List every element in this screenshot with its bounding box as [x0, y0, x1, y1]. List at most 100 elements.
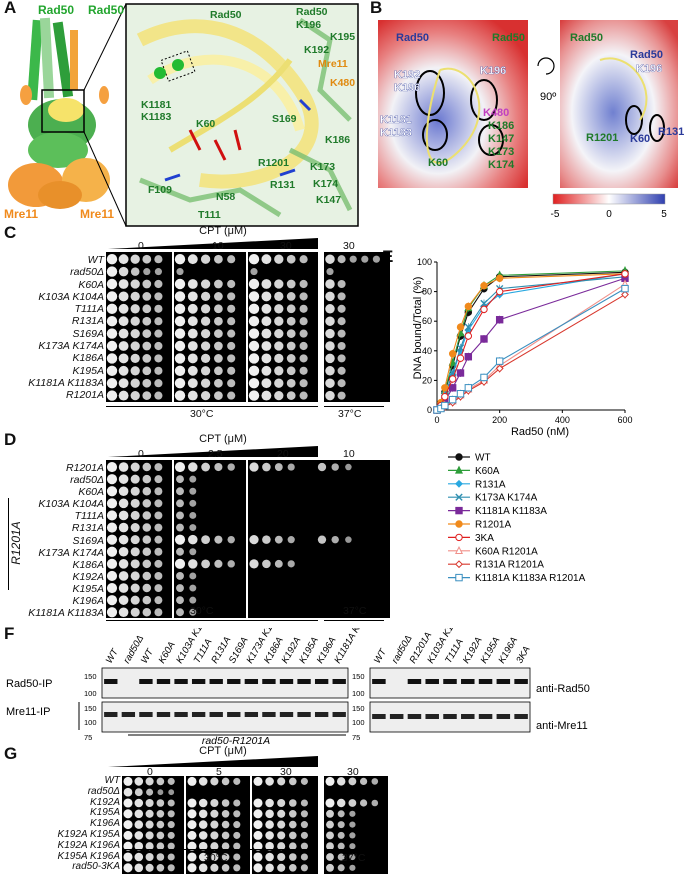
e-legend-marker — [454, 545, 464, 554]
colony-spot — [286, 354, 296, 363]
colony-spot — [274, 328, 284, 339]
colony-spot — [261, 353, 272, 364]
e-data-point — [464, 332, 473, 340]
colony-spot — [198, 777, 208, 786]
zoom-label: R131 — [270, 179, 295, 191]
f-band-mre11 — [139, 712, 153, 717]
g-cpt-title: CPT (μM) — [199, 745, 247, 757]
colony-spot — [214, 316, 223, 326]
colony-spot — [248, 365, 260, 377]
g-row-label: K195A K196A — [57, 850, 120, 862]
colony-spot — [187, 279, 198, 289]
colony-spot — [134, 788, 143, 797]
colony-spot — [106, 546, 118, 557]
e-data-point — [480, 305, 488, 314]
colony-spot — [142, 354, 152, 363]
colony-spot — [325, 291, 335, 302]
zoom-label: K1181 — [141, 99, 172, 111]
b-label: K196 — [636, 63, 662, 75]
colony-spot — [210, 863, 219, 872]
d-conc-label: 20 — [277, 448, 289, 460]
colony-spot — [265, 809, 274, 819]
colony-spot — [130, 304, 140, 314]
colony-spot — [233, 799, 241, 807]
zoom-label: K480 — [330, 77, 355, 89]
colony-spot — [187, 820, 197, 830]
colony-spot — [123, 787, 133, 797]
colony-spot — [106, 278, 118, 290]
e-data-point — [456, 344, 465, 352]
f-band-mre11 — [425, 714, 439, 719]
e-data-point — [464, 353, 473, 361]
colony-spot — [349, 843, 356, 850]
colony-spot — [176, 511, 184, 520]
colony-spot — [188, 462, 198, 472]
colony-spot — [337, 821, 345, 829]
colony-spot — [106, 534, 118, 545]
f-band-rad50 — [425, 679, 439, 684]
e-data-point — [480, 335, 488, 343]
e-legend-marker — [455, 560, 463, 569]
f-band-mre11 — [389, 714, 404, 719]
colony-spot — [198, 831, 208, 840]
colony-spot — [249, 462, 259, 472]
g-conc-label: 30 — [347, 766, 359, 778]
c-plate-images — [106, 252, 390, 402]
colony-spot — [349, 810, 356, 817]
surface-right — [560, 20, 678, 188]
e-y-tick: 60 — [422, 316, 432, 326]
colony-spot — [325, 366, 335, 376]
colony-spot — [248, 328, 260, 339]
colony-spot — [300, 853, 308, 861]
colony-spot — [261, 390, 272, 401]
colony-spot — [253, 809, 263, 819]
colony-spot — [359, 799, 368, 807]
colony-spot — [233, 777, 241, 785]
colony-spot — [134, 777, 144, 786]
colony-spot — [106, 607, 118, 618]
label-mre11-right: Mre11 — [80, 207, 114, 221]
g-row-label: K192A K195A — [57, 828, 120, 840]
f-lane-label: WT — [372, 646, 390, 665]
d-conc-label: 2.5 — [208, 448, 223, 460]
colony-spot — [142, 391, 152, 400]
colony-spot — [337, 304, 346, 313]
colony-spot — [201, 559, 210, 569]
f-band-rad50 — [407, 679, 422, 684]
colony-spot — [221, 831, 230, 840]
colony-spot — [233, 864, 241, 872]
colony-spot — [253, 852, 263, 862]
colony-spot — [174, 328, 186, 339]
colony-spot — [249, 535, 259, 545]
colony-spot — [142, 523, 152, 532]
colony-spot — [221, 842, 230, 851]
colony-spot — [106, 303, 118, 315]
colony-spot — [227, 341, 236, 351]
colony-spot — [277, 777, 286, 786]
colony-spot — [337, 354, 346, 363]
colony-spot — [265, 777, 274, 786]
colony-spot — [106, 474, 118, 485]
colony-spot — [299, 366, 308, 375]
colony-spot — [145, 798, 154, 808]
colony-spot — [154, 268, 162, 276]
f-band-mre11 — [121, 712, 136, 717]
colony-spot — [277, 842, 286, 851]
label-rad50-right: Rad50 — [88, 3, 124, 17]
colony-spot — [233, 853, 241, 861]
colony-spot — [300, 777, 308, 785]
c-conc-label: 0 — [138, 240, 144, 252]
colony-spot — [286, 254, 296, 264]
colony-spot — [156, 777, 165, 786]
colony-spot — [210, 842, 219, 851]
e-data-point — [480, 299, 488, 308]
colony-spot — [130, 390, 140, 401]
c-conc-label: 30 — [280, 240, 292, 252]
colony-spot — [118, 546, 129, 557]
colony-spot — [187, 353, 198, 364]
colony-spot — [142, 378, 152, 388]
colony-spot — [146, 788, 154, 796]
f-marker: 100 — [84, 689, 97, 698]
colony-spot — [288, 809, 297, 818]
colony-spot — [130, 547, 140, 557]
